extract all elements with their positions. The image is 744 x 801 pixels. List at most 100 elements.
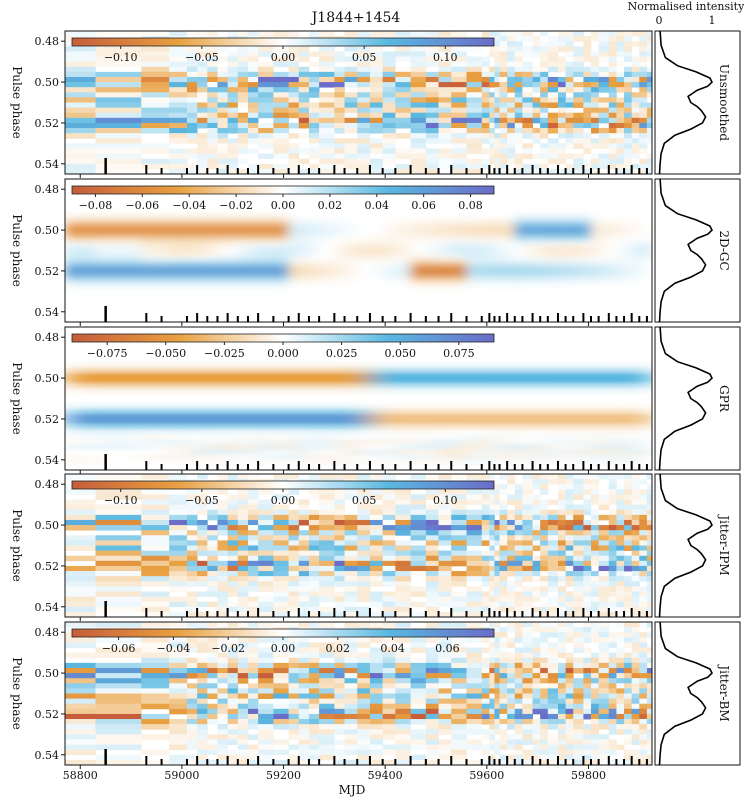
profile-axis-label: Normalised intensity [628, 0, 744, 13]
panel-1: 0.48 0.50 0.52 0.54 Pulse phase −0.08 −0.06 −0.… [10, 178, 741, 326]
colorbar-tick-label: 0.04 [365, 199, 390, 212]
xtick-label: 59000 [164, 769, 199, 782]
xtick-label: 59600 [469, 769, 504, 782]
profile-frame [654, 30, 741, 175]
ytick-label: 0.54 [35, 454, 60, 467]
profile-frame [654, 326, 741, 471]
panel-0: 0.48 0.50 0.52 0.54 Pulse phase −0.10 −0.05 0.0… [10, 30, 741, 178]
ytick-label: 0.48 [35, 35, 60, 48]
xtick-label: 58800 [63, 769, 98, 782]
colorbar-tick-label: −0.06 [102, 642, 136, 655]
x-axis-label: MJD [339, 783, 366, 797]
xtick-label: 59800 [571, 769, 606, 782]
template-profile-line [658, 178, 713, 323]
panel-method-label: 2D-GC [717, 230, 731, 270]
ytick-label: 0.50 [35, 76, 60, 89]
colorbar-tick-label: 0.050 [384, 347, 416, 360]
y-axis-label: Pulse phase [10, 509, 24, 582]
colorbar-tick-label: 0.10 [433, 51, 458, 64]
template-profile-line [658, 621, 713, 766]
ytick-label: 0.52 [35, 413, 60, 426]
ytick-label: 0.52 [35, 560, 60, 573]
colorbar [71, 185, 495, 195]
colorbar-tick-label: −0.10 [104, 51, 138, 64]
colorbar-tick-label: −0.050 [145, 347, 186, 360]
panel-frame [64, 178, 653, 323]
colorbar-tick-label: −0.10 [104, 494, 138, 507]
ytick-label: 0.50 [35, 667, 60, 680]
profile-frame [654, 473, 741, 618]
y-axis-label: Pulse phase [10, 657, 24, 730]
profile-panel-0: Unsmoothed [654, 30, 741, 175]
colorbar-tick-label: 0.025 [326, 347, 358, 360]
template-profile-line [658, 30, 713, 175]
panel-method-label: GPR [717, 385, 731, 413]
heatmap-0 [65, 31, 652, 174]
colorbar-tick-label: 0.02 [318, 199, 343, 212]
colorbar-tick-label: 0.06 [411, 199, 436, 212]
ytick-label: 0.50 [35, 224, 60, 237]
profile-panel-1: 2D-GC [654, 178, 741, 323]
colorbar-tick-label: −0.075 [87, 347, 128, 360]
epoch-ticks [104, 601, 648, 617]
profile-panel-4: Jitter-BM [654, 621, 741, 766]
y-axis-label: Pulse phase [10, 362, 24, 435]
colorbar-tick-label: 0.02 [326, 642, 351, 655]
y-axis-label: Pulse phase [10, 214, 24, 287]
xtick-label: 59200 [266, 769, 301, 782]
heatmap-3 [65, 474, 652, 617]
colorbar-tick-label: −0.08 [79, 199, 113, 212]
template-profile-line [658, 473, 713, 618]
epoch-ticks [104, 158, 648, 174]
ytick-label: 0.54 [35, 158, 60, 171]
colorbar-tick-label: −0.02 [211, 642, 245, 655]
y-axis-label: Pulse phase [10, 66, 24, 139]
profile-tick-1: 1 [709, 14, 716, 27]
colorbar-tick-label: −0.04 [172, 199, 206, 212]
template-profile-line [658, 326, 713, 471]
ytick-label: 0.50 [35, 372, 60, 385]
panel-frame [64, 30, 653, 175]
ytick-label: 0.54 [35, 749, 60, 762]
panel-frame [64, 326, 653, 471]
colorbar-tick-label: 0.00 [271, 51, 296, 64]
ytick-label: 0.52 [35, 117, 60, 130]
colorbar-tick-label: −0.025 [204, 347, 245, 360]
colorbar-tick-label: 0.10 [433, 494, 458, 507]
figure-title: J1844+1454 [310, 10, 401, 26]
colorbar-tick-label: 0.00 [271, 494, 296, 507]
xtick-label: 59400 [368, 769, 403, 782]
profile-panel-3: Jitter-IPM [654, 473, 741, 618]
panel-method-label: Jitter-IPM [717, 513, 731, 575]
colorbar-tick-label: 0.000 [267, 347, 299, 360]
colorbar [71, 480, 495, 490]
ytick-label: 0.50 [35, 519, 60, 532]
colorbar-tick-label: 0.00 [271, 199, 296, 212]
colorbar-tick-label: 0.05 [352, 51, 377, 64]
ytick-label: 0.52 [35, 708, 60, 721]
colorbar [71, 37, 495, 47]
ytick-label: 0.48 [35, 331, 60, 344]
colorbar-tick-label: 0.075 [443, 347, 475, 360]
colorbar-tick-label: 0.00 [271, 642, 296, 655]
heatmap-4 [65, 622, 652, 765]
panel-method-label: Unsmoothed [717, 64, 731, 141]
colorbar-tick-label: 0.04 [380, 642, 405, 655]
ytick-label: 0.48 [35, 478, 60, 491]
profile-frame [654, 178, 741, 323]
colorbar-tick-label: −0.05 [185, 51, 219, 64]
colorbar-tick-label: 0.06 [435, 642, 460, 655]
ytick-label: 0.54 [35, 306, 60, 319]
panel-method-label: Jitter-BM [717, 663, 731, 721]
ytick-label: 0.48 [35, 183, 60, 196]
ytick-label: 0.54 [35, 601, 60, 614]
colorbar-tick-label: −0.05 [185, 494, 219, 507]
panel-2: 0.48 0.50 0.52 0.54 Pulse phase −0.075 −0.050 −… [10, 326, 741, 474]
panel-frame [64, 621, 653, 766]
epoch-ticks [104, 749, 648, 765]
heatmap-2 [65, 362, 652, 466]
profile-panel-2: GPR [654, 326, 741, 471]
epoch-ticks [104, 306, 648, 322]
